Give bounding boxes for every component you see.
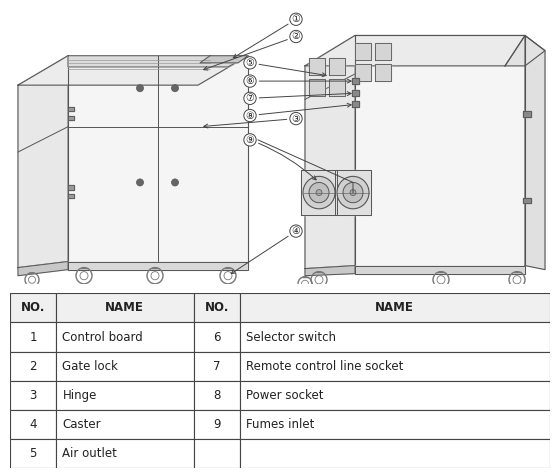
Text: 7: 7 <box>213 359 220 373</box>
Bar <box>10 293 56 323</box>
Text: ⑦: ⑦ <box>246 92 351 103</box>
Polygon shape <box>352 101 359 107</box>
Text: ⑥: ⑥ <box>246 76 351 86</box>
Text: NO.: NO. <box>21 301 45 315</box>
Polygon shape <box>305 35 525 66</box>
Text: 2: 2 <box>29 359 37 373</box>
Text: Selector switch: Selector switch <box>246 331 336 343</box>
Polygon shape <box>68 193 74 198</box>
Bar <box>240 323 550 351</box>
Polygon shape <box>305 265 355 276</box>
Polygon shape <box>68 56 248 67</box>
Bar <box>194 351 240 381</box>
Text: 5: 5 <box>29 447 37 460</box>
Polygon shape <box>355 265 525 274</box>
Bar <box>56 351 194 381</box>
Polygon shape <box>329 58 345 75</box>
Text: 9: 9 <box>213 418 220 431</box>
Polygon shape <box>355 43 371 60</box>
Text: Air outlet: Air outlet <box>63 447 117 460</box>
Bar <box>56 410 194 439</box>
Polygon shape <box>355 64 371 81</box>
Bar <box>194 381 240 410</box>
Circle shape <box>337 176 369 209</box>
Polygon shape <box>309 79 325 96</box>
Bar <box>10 381 56 410</box>
Polygon shape <box>355 35 525 265</box>
Text: ②: ② <box>204 32 300 70</box>
Polygon shape <box>309 58 325 75</box>
Text: NO.: NO. <box>204 301 228 315</box>
Bar <box>240 439 550 468</box>
Text: 1: 1 <box>29 331 37 343</box>
Bar <box>240 351 550 381</box>
Polygon shape <box>68 262 248 270</box>
Text: Caster: Caster <box>63 418 101 431</box>
Bar <box>10 323 56 351</box>
Text: 3: 3 <box>29 389 37 402</box>
Bar <box>194 410 240 439</box>
Text: ③: ③ <box>204 114 300 128</box>
Text: ⑧: ⑧ <box>246 103 351 121</box>
Text: ⑤: ⑤ <box>246 58 326 77</box>
Bar <box>56 293 194 323</box>
Text: Remote control line socket: Remote control line socket <box>246 359 403 373</box>
Bar <box>240 293 550 323</box>
Bar <box>194 293 240 323</box>
Bar <box>194 323 240 351</box>
Bar <box>10 410 56 439</box>
Text: ⑨: ⑨ <box>246 135 316 180</box>
Text: 8: 8 <box>213 389 220 402</box>
Polygon shape <box>305 35 355 269</box>
Polygon shape <box>352 78 359 84</box>
Text: Fumes inlet: Fumes inlet <box>246 418 314 431</box>
Polygon shape <box>301 170 337 215</box>
Circle shape <box>309 183 329 203</box>
Polygon shape <box>68 56 248 262</box>
Bar <box>56 381 194 410</box>
Text: 6: 6 <box>213 331 220 343</box>
Bar <box>56 439 194 468</box>
Text: Hinge: Hinge <box>63 389 97 402</box>
Text: 4: 4 <box>29 418 37 431</box>
Polygon shape <box>18 56 248 85</box>
Polygon shape <box>375 64 391 81</box>
Polygon shape <box>329 79 345 96</box>
Bar <box>194 439 240 468</box>
Circle shape <box>316 190 322 196</box>
Polygon shape <box>18 56 68 268</box>
Polygon shape <box>505 35 545 66</box>
Bar <box>56 323 194 351</box>
Polygon shape <box>525 35 545 270</box>
Circle shape <box>343 183 363 203</box>
Text: Control board: Control board <box>63 331 143 343</box>
Polygon shape <box>375 43 391 60</box>
Circle shape <box>171 179 179 186</box>
Circle shape <box>137 179 143 186</box>
Text: NAME: NAME <box>375 301 414 315</box>
Polygon shape <box>335 170 371 215</box>
Text: ④: ④ <box>231 226 300 273</box>
Polygon shape <box>68 115 74 120</box>
Text: ①: ① <box>234 14 300 58</box>
Polygon shape <box>18 262 68 276</box>
Circle shape <box>137 85 143 92</box>
Bar <box>240 410 550 439</box>
Bar <box>10 439 56 468</box>
Circle shape <box>171 85 179 92</box>
Polygon shape <box>523 112 531 116</box>
Polygon shape <box>352 90 359 96</box>
Circle shape <box>303 176 335 209</box>
Text: Gate lock: Gate lock <box>63 359 118 373</box>
Text: NAME: NAME <box>105 301 144 315</box>
Polygon shape <box>200 56 248 63</box>
Bar <box>240 381 550 410</box>
Bar <box>10 351 56 381</box>
Text: Power socket: Power socket <box>246 389 324 402</box>
Polygon shape <box>523 198 531 203</box>
Circle shape <box>350 190 356 196</box>
Polygon shape <box>68 185 74 190</box>
Polygon shape <box>68 107 74 112</box>
